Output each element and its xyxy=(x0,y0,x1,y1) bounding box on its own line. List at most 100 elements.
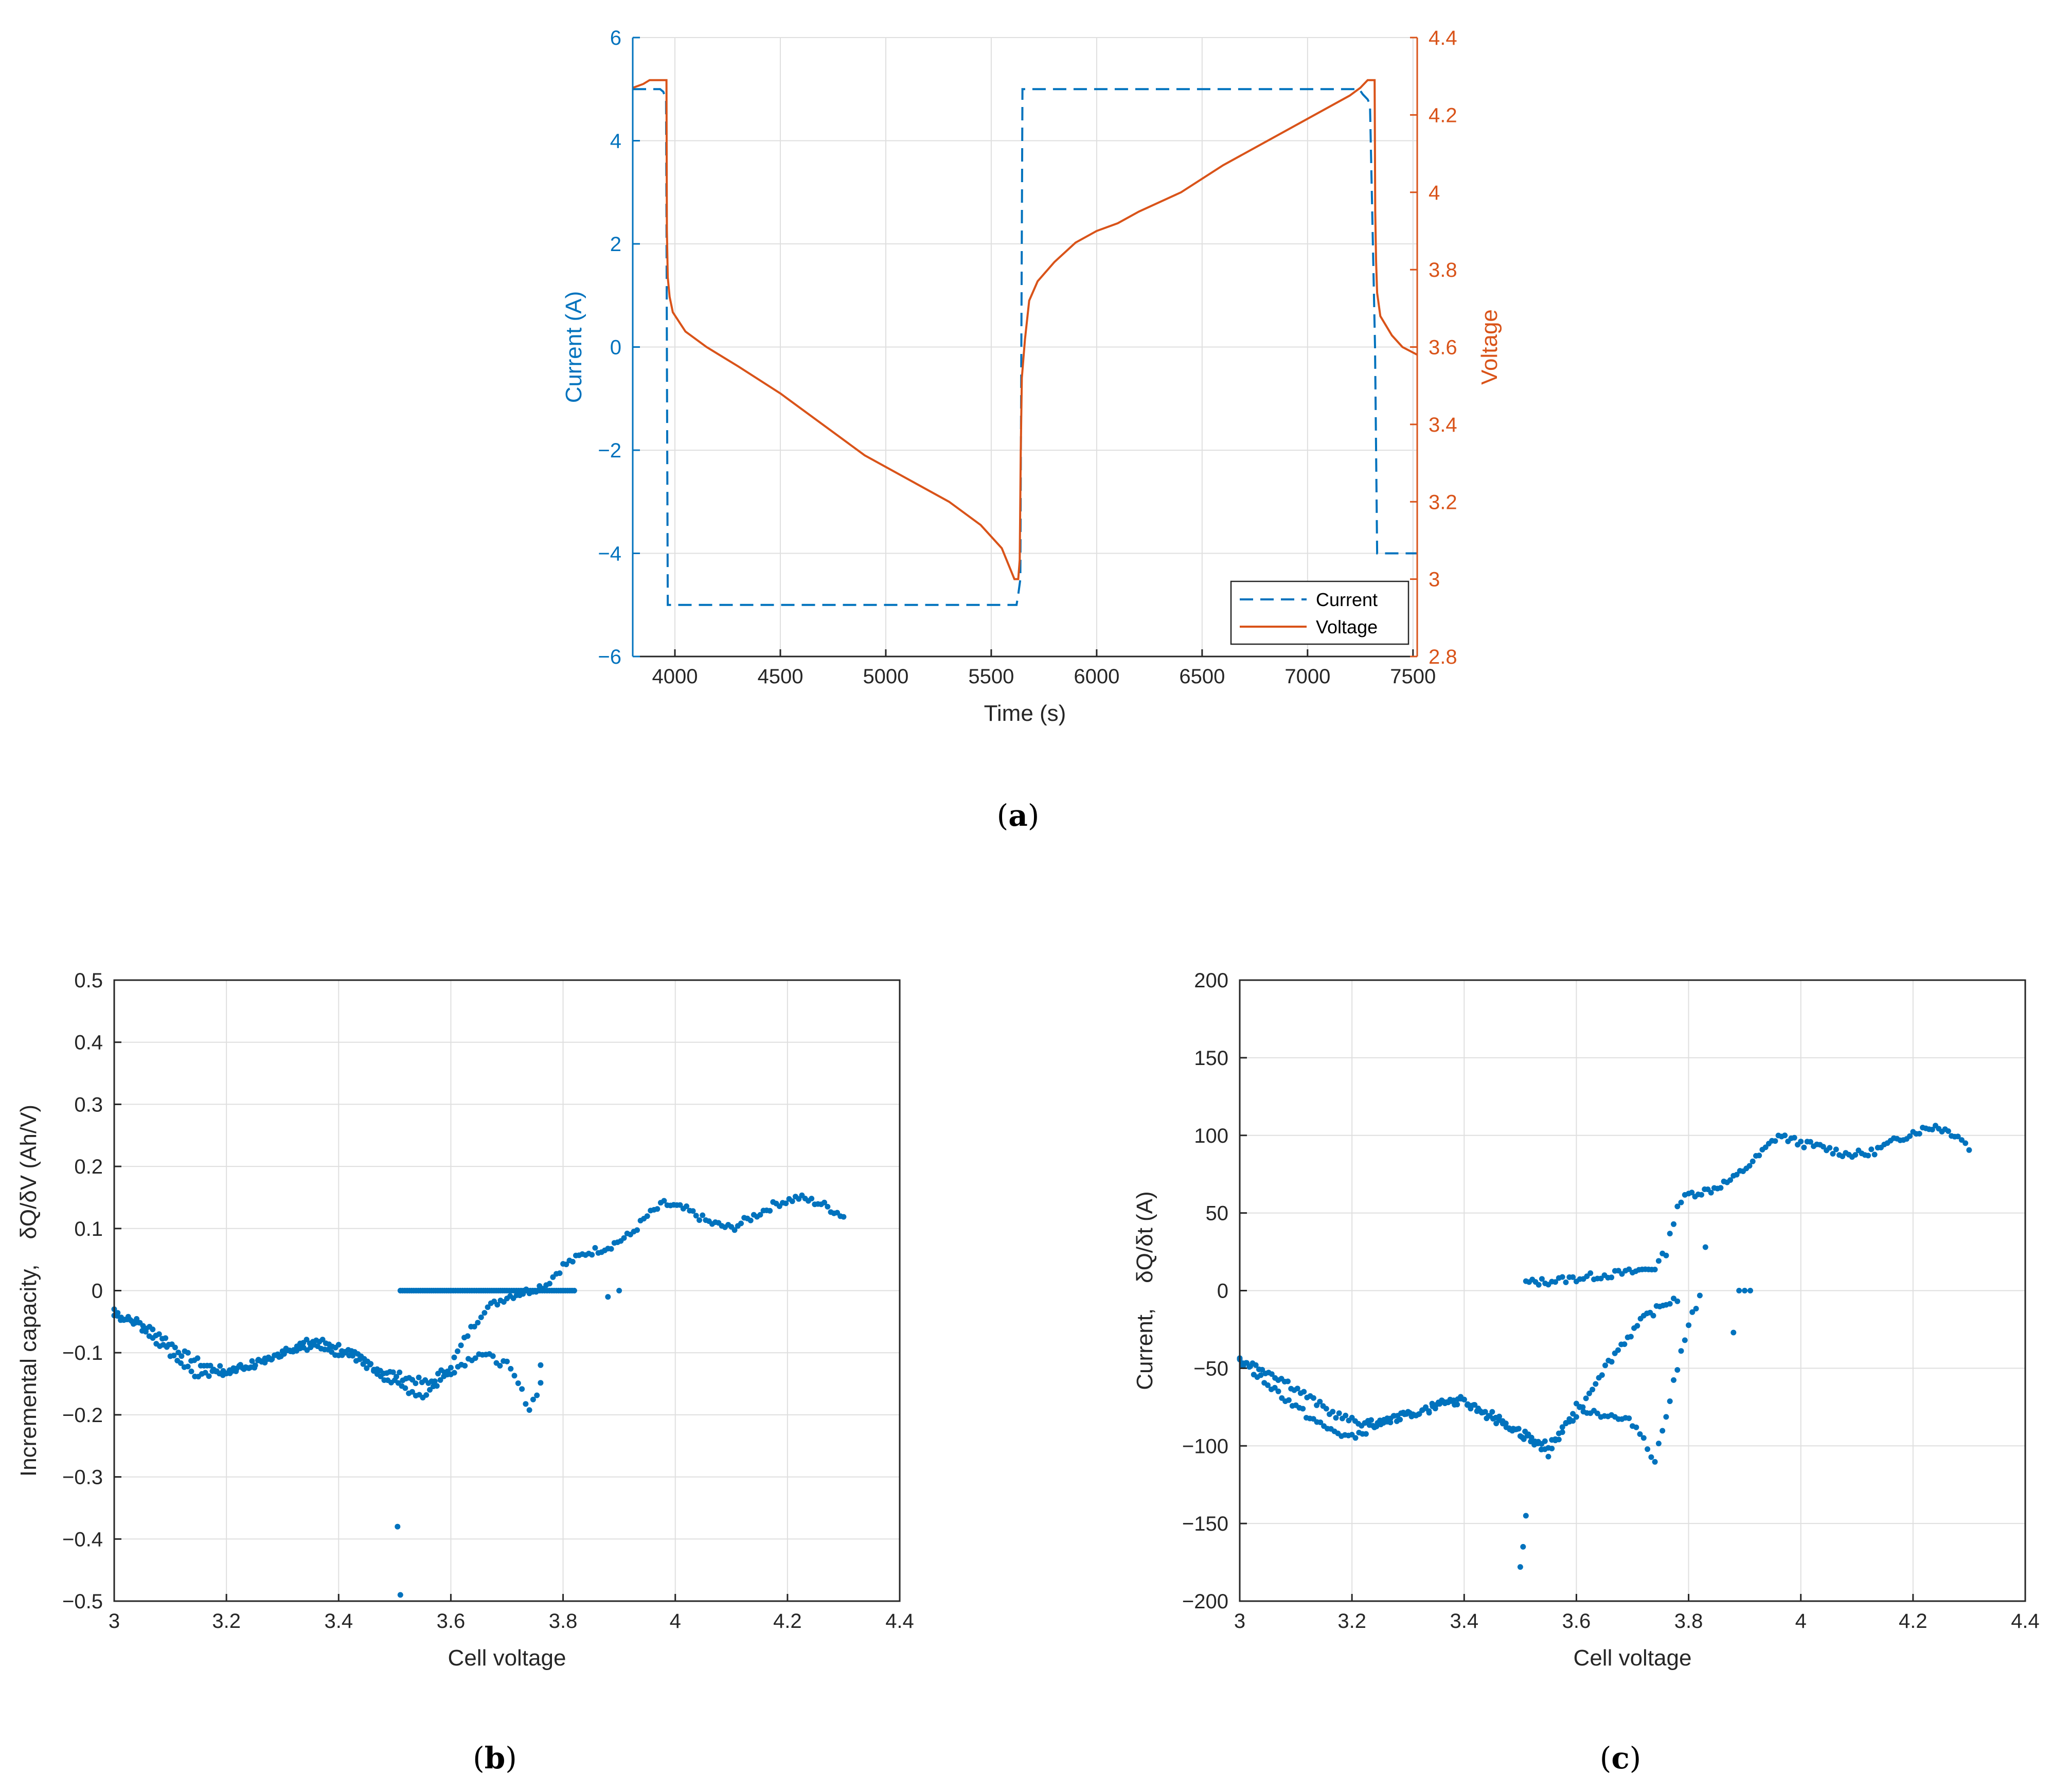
data-point xyxy=(478,1314,484,1320)
legend-box xyxy=(1230,580,1409,645)
data-point xyxy=(1678,1348,1684,1354)
data-point xyxy=(1827,1145,1833,1151)
x-axis-label: Cell voltage xyxy=(1574,1645,1692,1671)
data-point xyxy=(1598,1275,1604,1282)
data-point xyxy=(397,1592,403,1598)
data-point xyxy=(644,1213,650,1219)
data-point xyxy=(757,1212,763,1218)
y-tick-label: −200 xyxy=(1182,1590,1228,1613)
y-tick-label: −50 xyxy=(1193,1357,1228,1380)
data-point xyxy=(526,1407,532,1413)
data-point xyxy=(1317,1398,1323,1405)
y-right-tick-label: 4.4 xyxy=(1429,27,1457,49)
data-point xyxy=(608,1246,614,1252)
data-point xyxy=(1702,1244,1708,1250)
data-point xyxy=(1609,1359,1615,1365)
y-right-tick-label: 3.8 xyxy=(1429,259,1457,281)
data-point xyxy=(1253,1362,1259,1368)
data-point xyxy=(1686,1322,1692,1328)
data-point xyxy=(1730,1329,1737,1336)
data-point xyxy=(451,1354,457,1360)
data-point xyxy=(1586,1390,1592,1396)
data-point xyxy=(1958,1137,1965,1143)
data-point xyxy=(471,1324,477,1329)
data-point xyxy=(546,1281,552,1287)
data-point xyxy=(1520,1543,1526,1550)
data-point xyxy=(1663,1252,1669,1258)
data-point xyxy=(356,1356,363,1362)
y-axis-right-label: Voltage xyxy=(1477,309,1502,385)
y-left-tick-label: −4 xyxy=(598,543,621,565)
data-point xyxy=(1667,1301,1673,1307)
data-point xyxy=(557,1270,563,1276)
data-point xyxy=(1674,1203,1681,1210)
data-point xyxy=(304,1337,310,1343)
y-tick-label: 0.1 xyxy=(74,1218,103,1240)
panel-a-current-voltage-time: 4000 4500 5000 5500 6000 6500 7000 7500 −6 −4 −2 0 2… xyxy=(561,27,1502,833)
data-point xyxy=(511,1373,518,1379)
data-point xyxy=(178,1360,184,1366)
data-point xyxy=(451,1370,457,1376)
x-tick-label: 5500 xyxy=(968,665,1014,688)
data-point xyxy=(448,1364,454,1371)
x-tick-label: 3 xyxy=(1234,1610,1245,1633)
data-point xyxy=(654,1206,661,1212)
y-right-tick-label: 3.4 xyxy=(1429,414,1457,436)
data-point xyxy=(1258,1372,1264,1378)
data-point xyxy=(207,1362,213,1369)
y-tick-label: −0.3 xyxy=(62,1466,103,1489)
data-point xyxy=(519,1386,525,1392)
data-point xyxy=(1489,1409,1495,1415)
data-point xyxy=(1294,1386,1300,1392)
data-point xyxy=(360,1361,366,1367)
y-tick-label: 200 xyxy=(1194,969,1228,992)
data-point xyxy=(136,1320,142,1326)
data-point xyxy=(185,1363,191,1370)
data-point xyxy=(1689,1309,1696,1315)
data-point xyxy=(563,1262,569,1267)
data-point xyxy=(432,1378,438,1385)
y-tick-label: −0.2 xyxy=(62,1404,103,1427)
series-voltage xyxy=(632,79,1418,580)
data-point xyxy=(534,1392,540,1398)
data-point xyxy=(409,1389,415,1395)
data-point xyxy=(1929,1127,1935,1132)
y-tick-label: −0.1 xyxy=(62,1342,103,1364)
data-point xyxy=(1852,1152,1859,1158)
data-point xyxy=(697,1217,702,1223)
y-left-tick-label: −6 xyxy=(598,646,621,668)
data-point xyxy=(783,1200,789,1207)
y-axis-label: Current, δQ/δt (A) xyxy=(1132,1191,1157,1390)
y-tick-label: 0.4 xyxy=(74,1032,103,1054)
x-tick-label: 3 xyxy=(109,1610,120,1633)
x-tick-label: 6500 xyxy=(1179,665,1225,688)
data-point xyxy=(1791,1134,1797,1141)
data-point xyxy=(1682,1337,1688,1343)
data-point xyxy=(1275,1388,1281,1394)
data-point xyxy=(150,1335,156,1341)
data-point xyxy=(1678,1199,1684,1205)
data-point xyxy=(1545,1453,1551,1460)
x-axis-label: Time (s) xyxy=(984,701,1066,726)
data-point xyxy=(1563,1279,1569,1285)
data-point xyxy=(172,1344,178,1351)
data-point xyxy=(1373,1423,1380,1429)
data-point xyxy=(1566,1418,1573,1425)
data-point xyxy=(530,1396,536,1403)
data-point xyxy=(1523,1513,1529,1519)
data-point xyxy=(1534,1441,1541,1446)
data-point xyxy=(1559,1274,1565,1280)
data-point xyxy=(413,1380,419,1387)
y-axis-label: Incremental capacity, δQ/δV (Ah/V) xyxy=(16,1105,41,1477)
data-point xyxy=(1405,1409,1411,1415)
data-point xyxy=(1801,1144,1807,1150)
data-point xyxy=(237,1362,243,1368)
data-point xyxy=(437,1377,443,1383)
y-left-tick-label: 6 xyxy=(610,27,621,49)
data-point xyxy=(621,1235,627,1241)
data-point xyxy=(693,1213,699,1219)
x-tick-label: 3.6 xyxy=(437,1610,466,1633)
data-point xyxy=(1772,1138,1778,1144)
data-point xyxy=(1708,1190,1714,1196)
y-right-tick-label: 2.8 xyxy=(1429,646,1457,668)
